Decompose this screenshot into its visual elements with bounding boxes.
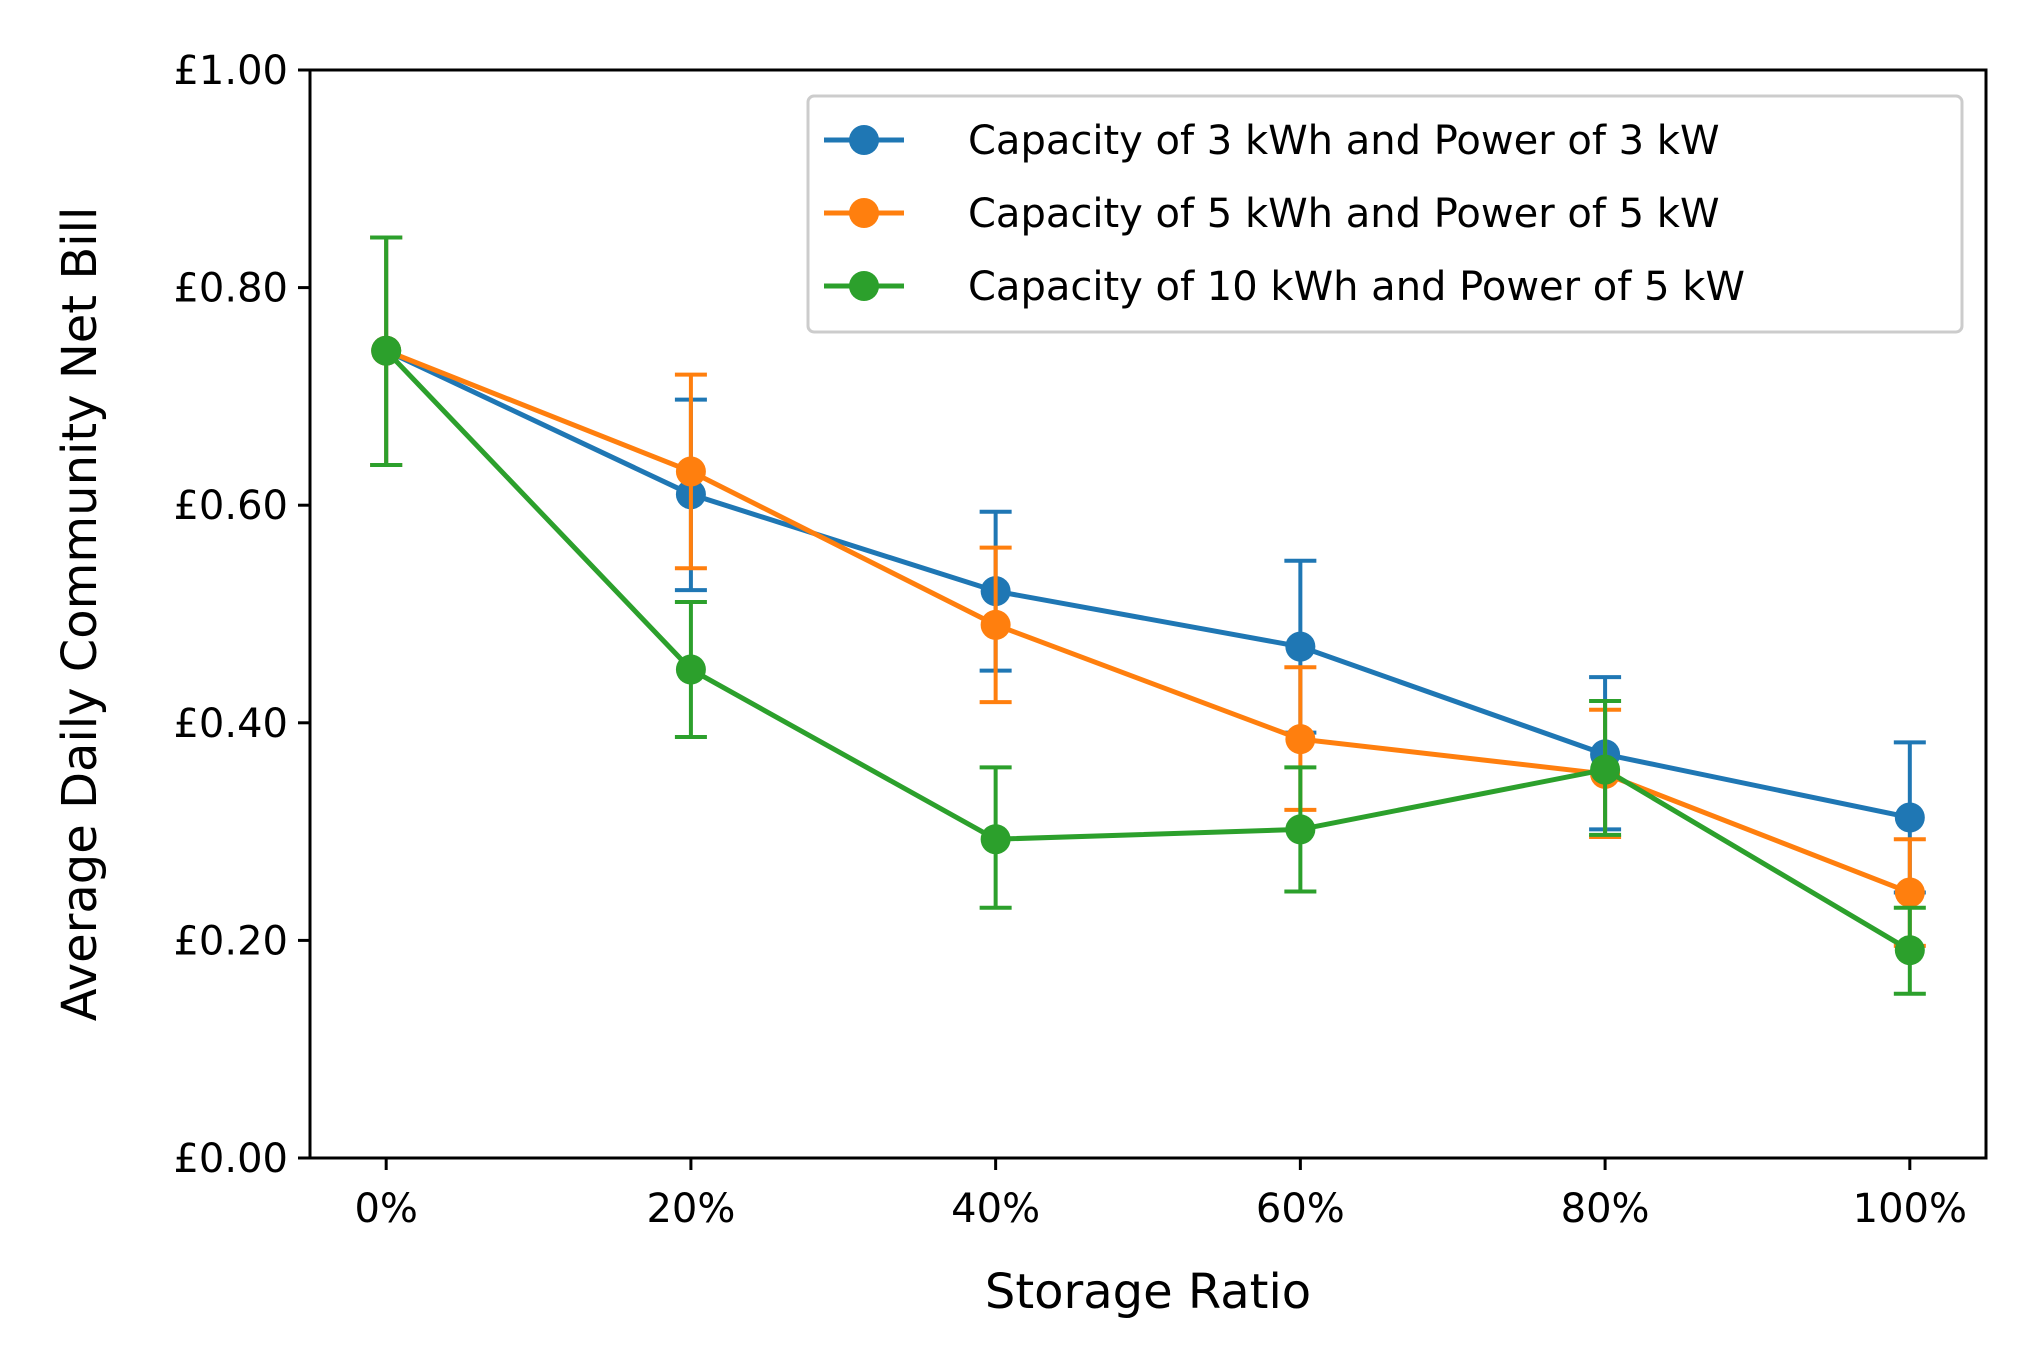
plot-frame <box>308 68 1988 1160</box>
data-point <box>1590 754 1621 785</box>
data-point <box>675 456 706 487</box>
x-axis-ticks: 0% 20% 40% 60% 80% 100% <box>354 1158 1967 1232</box>
y-tick-label: £0.00 <box>173 1136 288 1182</box>
y-tick-label: £1.00 <box>173 48 288 94</box>
series-layer <box>370 235 1926 996</box>
legend-item-1: Capacity of 3 kWh and Power of 3 kW <box>824 118 1720 164</box>
y-axis-ticks: £0.00 £0.20 £0.40 £0.60 £0.80 £1.00 <box>173 48 310 1182</box>
data-point <box>675 654 706 685</box>
y-tick-label: £0.80 <box>173 266 288 312</box>
legend-marker <box>849 198 879 228</box>
series-line <box>384 348 1912 953</box>
legend-marker <box>849 125 879 155</box>
data-point <box>980 824 1011 855</box>
data-point <box>1894 877 1925 908</box>
legend-label: Capacity of 10 kWh and Power of 5 kW <box>968 264 1745 310</box>
y-tick-label: £0.60 <box>173 483 288 529</box>
legend-marker <box>849 271 879 301</box>
x-tick-label: 40% <box>951 1186 1040 1232</box>
x-tick-label: 0% <box>354 1186 417 1232</box>
data-point <box>980 609 1011 640</box>
data-point <box>1285 724 1316 755</box>
legend-item-3: Capacity of 10 kWh and Power of 5 kW <box>824 264 1745 310</box>
y-tick-label: £0.20 <box>173 918 288 964</box>
data-point <box>1894 802 1925 833</box>
legend-box <box>806 94 1964 334</box>
x-tick-label: 100% <box>1853 1186 1967 1232</box>
x-tick-label: 60% <box>1256 1186 1345 1232</box>
legend-label: Capacity of 3 kWh and Power of 3 kW <box>968 118 1720 164</box>
x-tick-label: 20% <box>646 1186 735 1232</box>
series-line <box>385 348 1911 895</box>
data-point <box>1285 631 1316 662</box>
data-point <box>371 335 402 366</box>
y-axis-label: Average Daily Community Net Bill <box>52 207 108 1022</box>
series-line <box>385 348 1911 820</box>
series-3 <box>370 235 1926 996</box>
legend: Capacity of 3 kWh and Power of 3 kW Capac… <box>806 94 1964 334</box>
data-point <box>1285 814 1316 845</box>
x-axis-label: Storage Ratio <box>985 1264 1311 1320</box>
y-tick-label: £0.40 <box>173 701 288 747</box>
x-tick-label: 80% <box>1561 1186 1650 1232</box>
data-point <box>1894 935 1925 966</box>
legend-label: Capacity of 5 kWh and Power of 5 kW <box>968 191 1720 237</box>
legend-item-2: Capacity of 5 kWh and Power of 5 kW <box>824 191 1720 237</box>
